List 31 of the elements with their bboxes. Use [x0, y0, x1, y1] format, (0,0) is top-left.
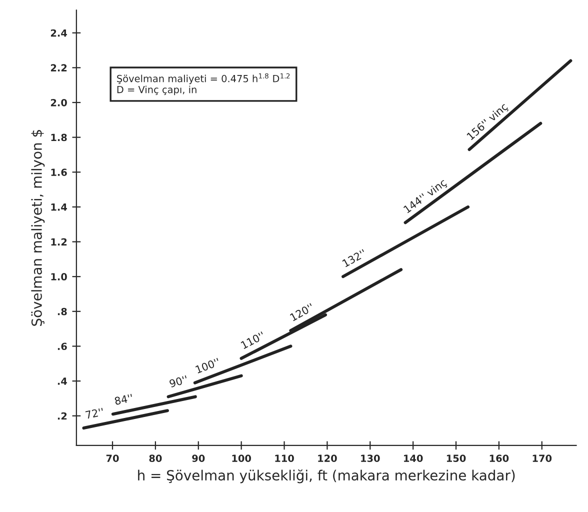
- x-tick-label: 80: [149, 454, 162, 462]
- text: 90'': [169, 375, 188, 388]
- y-axis-title: Şövelman maliyeti, milyon $: [31, 130, 45, 326]
- x-tick-label: 100: [232, 454, 252, 462]
- x-tick-label: 70: [106, 454, 119, 462]
- y-tick-label: 2.2: [50, 64, 67, 72]
- y-tick-label: 1.0: [51, 273, 67, 280]
- text: 72'': [85, 408, 104, 419]
- x-tick-label: 140: [404, 454, 423, 462]
- y-tick-label: .6: [58, 342, 67, 350]
- x-tick-label: 90: [192, 454, 205, 462]
- y-tick-label: 1.6: [51, 168, 67, 176]
- y-tick-label: 2.4: [50, 29, 67, 37]
- text: 110'': [240, 331, 266, 350]
- x-tick-label: 120: [318, 454, 337, 462]
- x-tick-label: 150: [446, 454, 466, 462]
- y-tick-label: .8: [58, 308, 67, 316]
- x-axis-title: h = Şövelman yüksekliği, ft (makara merkezine kadar): [138, 469, 515, 484]
- y-tick-label: .2: [58, 412, 67, 420]
- y-tick-label: 1.2: [51, 238, 67, 246]
- x-tick-label: 110: [275, 454, 294, 462]
- y-tick-label: .4: [58, 378, 67, 385]
- x-tick-label: 160: [490, 454, 509, 462]
- text: 100'': [195, 358, 220, 374]
- text: 84'': [114, 394, 133, 406]
- y-tick-label: 2.0: [50, 98, 67, 106]
- text: Şövelman maliyeti = 0.475 h$^{1.8}$ D$^{1.2}$ D = Vinç çapı, in: [117, 73, 290, 96]
- y-tick-label: 1.8: [51, 134, 67, 142]
- x-tick-label: 170: [532, 454, 552, 462]
- x-tick-label: 130: [361, 454, 380, 462]
- y-tick-label: 1.4: [51, 204, 67, 211]
